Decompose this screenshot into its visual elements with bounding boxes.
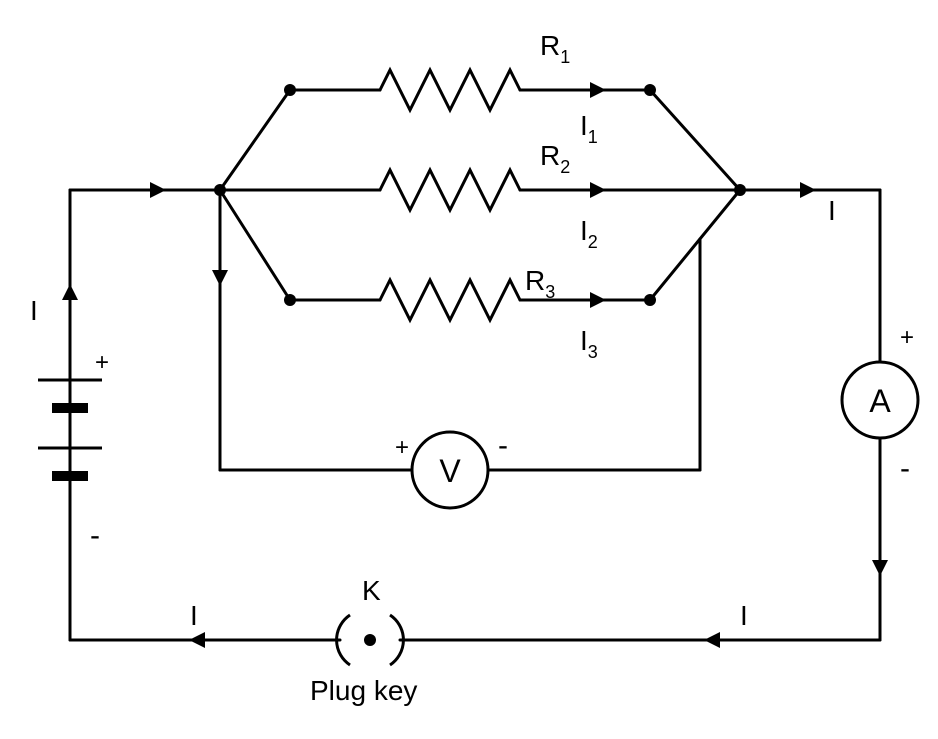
plugkey-left-I: I xyxy=(190,600,198,631)
voltmeter-minus: - xyxy=(498,429,508,462)
circuit-labels: + - I R1 I1 R2 I2 R3 I3 V + - A + - I K … xyxy=(30,30,914,706)
i3-label: I xyxy=(580,325,588,356)
svg-text:R1: R1 xyxy=(540,30,570,67)
parallel-resistor-circuit: + - I R1 I1 R2 I2 R3 I3 V + - A + - I K … xyxy=(0,0,938,739)
ammeter-minus: - xyxy=(900,452,910,485)
svg-text:R2: R2 xyxy=(540,140,570,177)
plugkey-caption: Plug key xyxy=(310,675,417,706)
r1-sub: 1 xyxy=(560,47,570,67)
svg-text:I2: I2 xyxy=(580,215,598,252)
battery-minus-label: - xyxy=(90,519,100,552)
battery-icon xyxy=(38,360,102,510)
battery-current-label: I xyxy=(30,295,38,326)
i1-label: I xyxy=(580,110,588,141)
r1-label: R xyxy=(540,30,560,61)
r2-sub: 2 xyxy=(560,157,570,177)
circuit-wires xyxy=(62,70,888,648)
plugkey-right-I: I xyxy=(740,600,748,631)
ammeter-plus: + xyxy=(900,324,914,351)
voltmeter-plus: + xyxy=(395,434,409,461)
plugkey-letter: K xyxy=(362,575,381,606)
i1-sub: 1 xyxy=(588,127,598,147)
voltmeter-letter: V xyxy=(439,453,461,489)
r3-label: R xyxy=(525,265,545,296)
ammeter-out-I: I xyxy=(828,195,836,226)
svg-text:R3: R3 xyxy=(525,265,555,302)
plug-key-icon xyxy=(337,615,404,665)
i3-sub: 3 xyxy=(588,342,598,362)
r2-label: R xyxy=(540,140,560,171)
ammeter-letter: A xyxy=(869,383,891,419)
r3-sub: 3 xyxy=(545,282,555,302)
svg-text:I3: I3 xyxy=(580,325,598,362)
i2-sub: 2 xyxy=(588,232,598,252)
svg-text:I1: I1 xyxy=(580,110,598,147)
battery-plus-label: + xyxy=(95,349,109,376)
i2-label: I xyxy=(580,215,588,246)
